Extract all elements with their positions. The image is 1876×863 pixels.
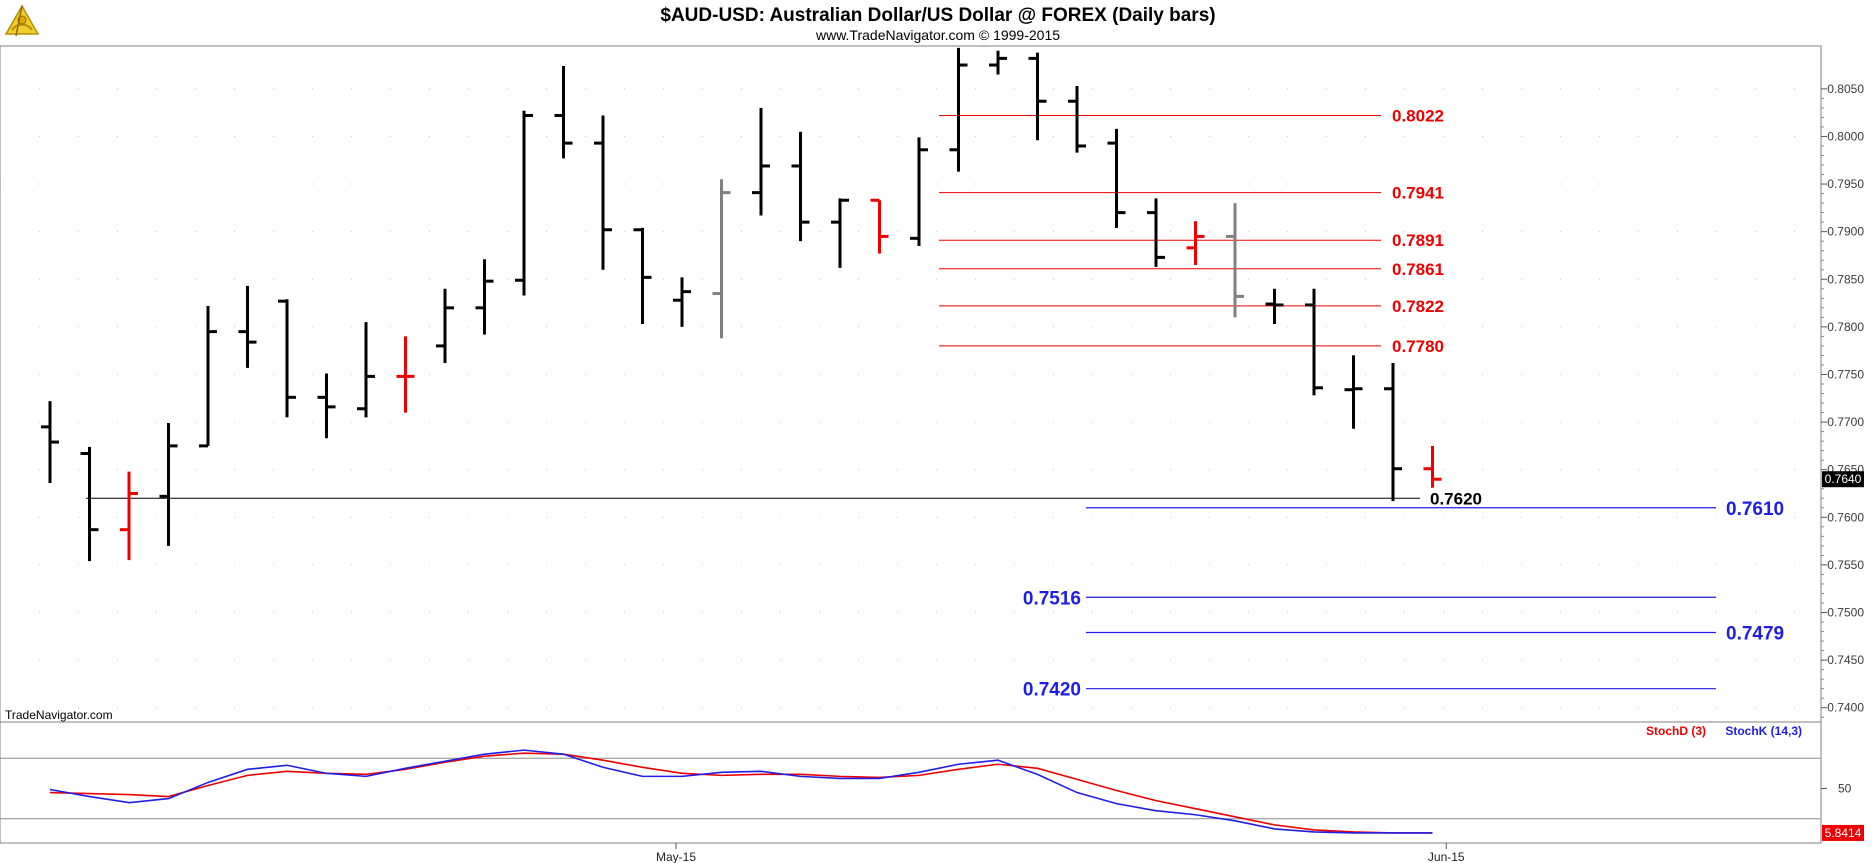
ohlc-bar <box>554 65 573 159</box>
stochastic-grid <box>0 757 1821 820</box>
ohlc-bar <box>831 198 849 268</box>
ohlc-bar <box>1028 52 1047 141</box>
price-levels: 0.8022 0.7941 0.7891 0.7861 0.7822 0.7780 0.76… <box>86 107 1784 701</box>
ohlc-bar <box>357 322 375 418</box>
ohlc-bar <box>1384 363 1402 502</box>
price-y-tick-label: 0.7600 <box>1827 510 1864 524</box>
ohlc-bar <box>594 115 612 270</box>
ohlc-bar <box>396 336 415 413</box>
chart-subtitle: www.TradeNavigator.com © 1999-2015 <box>815 27 1060 43</box>
resistance-label: 0.7891 <box>1392 231 1444 250</box>
ohlc-bar <box>436 288 454 364</box>
x-tick-label: Jun-15 <box>1428 850 1465 863</box>
ohlc-bar <box>317 373 336 439</box>
stoch-value-label: 5.8414 <box>1825 826 1862 840</box>
ohlc-bar <box>475 259 494 335</box>
price-y-tick-label: 0.7450 <box>1827 653 1864 667</box>
ohlc-bar <box>1068 85 1086 153</box>
support-label: 0.7516 <box>1023 588 1081 609</box>
price-y-tick-label: 0.7850 <box>1827 272 1864 286</box>
stochastic-panel-frame <box>0 721 1822 844</box>
x-axis: May-15 Jun-15 <box>0 842 1821 863</box>
ohlc-bar <box>633 227 652 325</box>
support-label: 0.7479 <box>1726 624 1784 645</box>
resistance-label: 0.8022 <box>1392 107 1444 126</box>
ohlc-bar <box>515 110 533 296</box>
stochastic-panel: 50 5.8414 StochD (3) StochK (14,3) <box>0 721 1864 844</box>
ohlc-bar <box>712 179 731 339</box>
ohlc-bar <box>278 299 296 418</box>
price-y-tick-label: 0.7750 <box>1827 367 1864 381</box>
stochastic-lines <box>49 749 1433 834</box>
ohlc-bar <box>80 446 99 562</box>
ohlc-bar <box>1423 445 1442 488</box>
ohlc-bar <box>238 285 257 368</box>
price-y-tick-label: 0.8000 <box>1827 129 1864 143</box>
price-y-tick-label: 0.7900 <box>1827 225 1864 239</box>
x-tick-label: May-15 <box>656 850 696 863</box>
support-label: 0.7610 <box>1726 499 1784 520</box>
price-y-tick-label: 0.7550 <box>1827 558 1864 572</box>
ohlc-bar <box>870 198 889 254</box>
stoch-series-line <box>49 749 1433 834</box>
price-panel: 0.8022 0.7941 0.7891 0.7861 0.7822 0.7780 0.76… <box>0 45 1864 723</box>
price-y-tick-label: 0.7700 <box>1827 415 1864 429</box>
ohlc-bar <box>791 131 810 242</box>
price-y-axis: 0.8050 0.8000 0.7950 0.7900 0.7850 0.7800 0.77… <box>1821 82 1864 718</box>
last-price-tag <box>1822 471 1864 488</box>
resistance-label: 0.7941 <box>1392 184 1444 203</box>
last-price-label: 0.7640 <box>1825 472 1862 486</box>
ohlc-bar <box>199 305 217 448</box>
stochastic-y-axis: 50 5.8414 <box>1821 782 1864 841</box>
ohlc-bar <box>910 137 928 246</box>
resistance-label: 0.7780 <box>1392 337 1444 356</box>
ohlc-bar <box>1147 198 1165 267</box>
ohlc-bar <box>120 471 138 561</box>
ohlc-bar <box>1186 221 1205 265</box>
sextant-logo-icon <box>4 4 40 37</box>
stoch-value-tag <box>1822 824 1864 841</box>
ohlc-bar <box>949 47 968 172</box>
chart-title: $AUD-USD: Australian Dollar/US Dollar @ … <box>660 5 1215 26</box>
support-label: 0.7420 <box>1023 680 1081 701</box>
price-y-tick-label: 0.7950 <box>1827 177 1864 191</box>
ohlc-bar <box>1265 288 1284 325</box>
price-panel-frame <box>0 45 1822 723</box>
support-label-black: 0.7620 <box>1430 489 1482 508</box>
stoch-y-tick-label: 50 <box>1838 782 1852 796</box>
ohlc-bar <box>752 107 770 216</box>
ohlc-bar <box>1305 288 1323 396</box>
price-y-tick-label: 0.7500 <box>1827 606 1864 620</box>
price-y-tick-label: 0.8050 <box>1827 82 1864 96</box>
resistance-label: 0.7861 <box>1392 260 1444 279</box>
watermark: TradeNavigator.com <box>5 708 113 722</box>
price-y-tick-label: 0.7400 <box>1827 701 1864 715</box>
price-y-tick-label: 0.7800 <box>1827 320 1864 334</box>
legend-stochd: StochD (3) <box>1646 724 1706 738</box>
ohlc-bar <box>1107 128 1126 228</box>
price-bars <box>41 47 1442 562</box>
ohlc-bar <box>989 50 1007 75</box>
ohlc-bar <box>41 401 59 484</box>
stoch-series-line <box>49 752 1433 834</box>
ohlc-bar <box>1226 203 1244 318</box>
resistance-label: 0.7822 <box>1392 297 1444 316</box>
ohlc-bar <box>673 277 691 327</box>
ohlc-bar <box>1344 355 1363 429</box>
ohlc-bar <box>159 423 178 546</box>
legend-stochk: StochK (14,3) <box>1725 724 1802 738</box>
